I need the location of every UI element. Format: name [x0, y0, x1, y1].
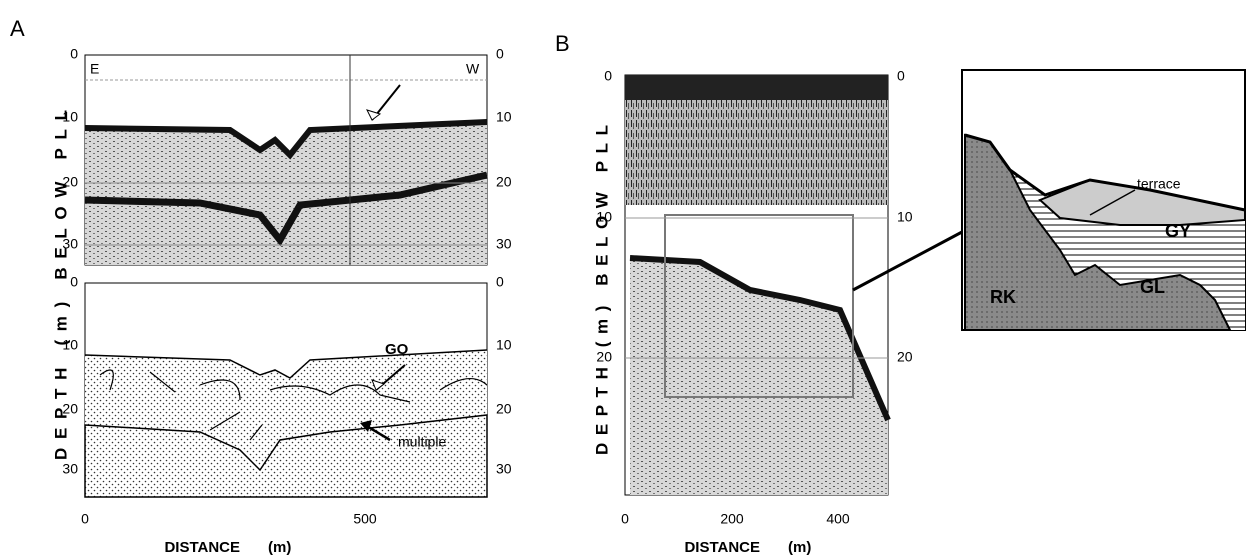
tick-label: 20	[496, 401, 512, 417]
tick-label: 20	[496, 174, 512, 190]
annotation: multiple	[398, 434, 446, 450]
inset-label: RK	[990, 287, 1016, 307]
tick-label: 500	[353, 511, 377, 527]
seismic-profile-b	[624, 74, 963, 496]
inset-label: terrace	[1137, 176, 1181, 192]
tick-label: 0	[81, 511, 89, 527]
axis-label: DEPTH (m) BELOW PLL	[592, 125, 611, 455]
tick-label: 0	[496, 274, 504, 290]
tick-label: 10	[62, 109, 78, 125]
tick-label: 0	[496, 46, 504, 62]
corner-label: E	[90, 61, 99, 77]
tick-label: 0	[621, 511, 629, 527]
tick-label: 20	[62, 174, 78, 190]
axis-label: DISTANCE	[684, 539, 760, 556]
tick-label: 0	[70, 274, 78, 290]
tick-label: 30	[496, 461, 512, 477]
tick-label: 30	[62, 236, 78, 252]
seismic-profile-a	[84, 54, 488, 266]
axis-unit: (m)	[788, 539, 811, 556]
inset-diagram	[961, 69, 1246, 331]
tick-label: 10	[62, 337, 78, 353]
panel-label: A	[10, 16, 25, 41]
interpretation-a	[84, 282, 488, 498]
tick-label: 0	[70, 46, 78, 62]
annotation: GO	[385, 341, 409, 358]
axis-unit: (m)	[268, 539, 291, 556]
corner-label: W	[466, 61, 480, 77]
tick-label: 20	[897, 349, 913, 365]
tick-label: 0	[897, 68, 905, 84]
panel-label: B	[555, 31, 570, 56]
tick-label: 20	[62, 401, 78, 417]
tick-label: 20	[596, 349, 612, 365]
tick-label: 30	[62, 461, 78, 477]
tick-label: 0	[604, 68, 612, 84]
inset-label: GL	[1140, 277, 1165, 297]
tick-label: 400	[826, 511, 850, 527]
tick-label: 10	[897, 209, 913, 225]
axis-label: DISTANCE	[164, 539, 240, 556]
tick-label: 200	[720, 511, 744, 527]
inset-label: GY	[1165, 221, 1191, 241]
tick-label: 30	[496, 236, 512, 252]
tick-label: 10	[496, 337, 512, 353]
tick-label: 10	[596, 209, 612, 225]
tick-label: 10	[496, 109, 512, 125]
